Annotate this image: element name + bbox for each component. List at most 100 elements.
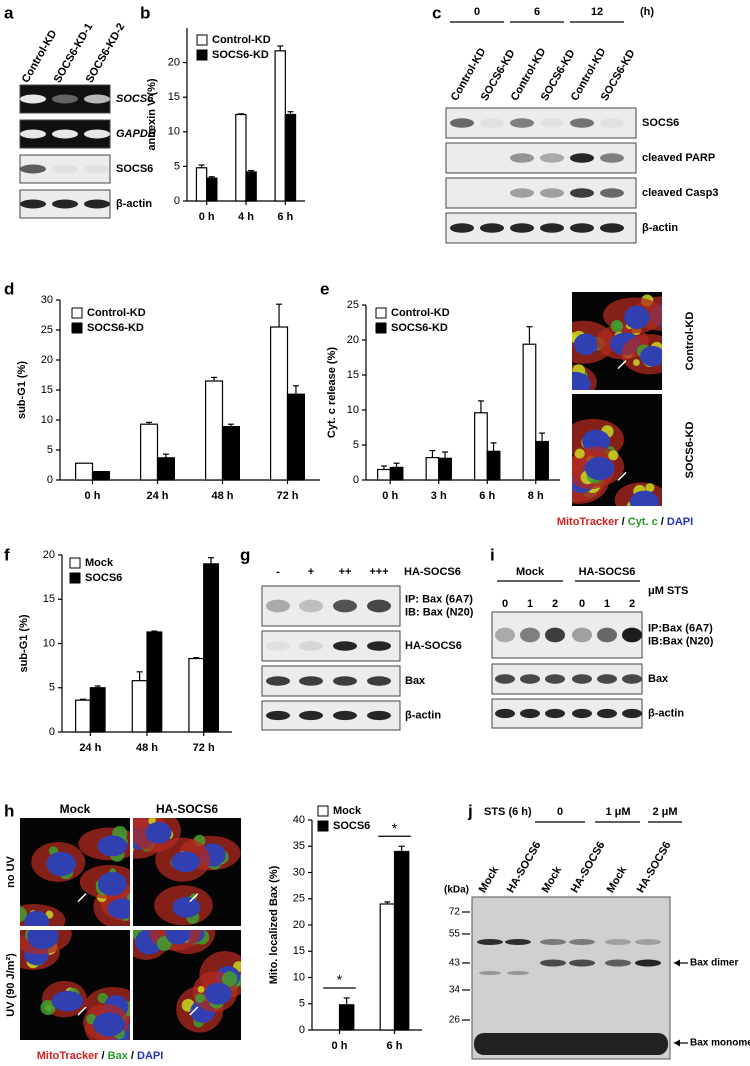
band xyxy=(597,627,617,643)
x-tick-label: 0 h xyxy=(332,1040,348,1052)
band xyxy=(266,710,290,721)
bar xyxy=(156,457,175,481)
band-label: IP:Bax (6A7) xyxy=(648,622,713,634)
dose-label: + xyxy=(308,566,314,578)
band xyxy=(597,674,617,684)
bar xyxy=(535,440,549,481)
band xyxy=(480,223,504,233)
stain-name: / xyxy=(658,516,667,528)
marker-label: 26 xyxy=(449,1015,461,1026)
bar xyxy=(474,412,488,481)
marker-label: 43 xyxy=(449,958,461,969)
band-label: SOCS6 xyxy=(116,163,153,175)
legend-label: Mock xyxy=(85,557,114,569)
bar xyxy=(205,380,224,481)
x-tick-label: 48 h xyxy=(136,742,158,754)
band xyxy=(520,674,540,684)
legend-label: Control-KD xyxy=(391,307,450,319)
bar xyxy=(206,177,218,202)
signal xyxy=(197,985,205,993)
band xyxy=(20,94,46,104)
band-label: β-actin xyxy=(116,198,152,210)
y-tick-label: 15 xyxy=(41,384,53,396)
stain-name: Cyt. c xyxy=(628,516,658,528)
legend-swatch xyxy=(196,34,208,46)
arrow-head xyxy=(674,959,680,967)
y-tick-label: 40 xyxy=(293,814,305,826)
nucleus xyxy=(92,1012,125,1037)
band xyxy=(569,939,595,945)
y-tick-label: 20 xyxy=(41,354,53,366)
stain-caption: MitoTracker / Bax / DAPI xyxy=(37,1050,164,1062)
band xyxy=(540,188,564,198)
band-label: Bax xyxy=(648,673,669,685)
signal xyxy=(608,450,619,461)
dose-label: 0 xyxy=(579,598,585,610)
bar xyxy=(146,631,163,733)
panel-letter: f xyxy=(4,545,10,564)
y-tick-label: 20 xyxy=(168,57,180,69)
dose-label: 2 xyxy=(629,598,635,610)
y-tick-label: 25 xyxy=(347,299,359,311)
panel-letter: g xyxy=(240,545,250,564)
x-tick-label: 6 h xyxy=(387,1040,403,1052)
signal xyxy=(574,448,585,459)
panel-letter: d xyxy=(4,279,14,298)
bar xyxy=(389,466,404,481)
bar xyxy=(74,699,91,733)
dose-label: 2 xyxy=(552,598,558,610)
legend-swatch xyxy=(69,572,81,584)
time-label: 6 xyxy=(534,6,540,18)
stain-name: / xyxy=(98,1050,107,1062)
x-tick-label: 3 h xyxy=(431,490,447,502)
dose-label: 0 xyxy=(557,806,563,818)
y-tick-label: 30 xyxy=(293,866,305,878)
legend-swatch xyxy=(69,557,81,569)
marker-label: 55 xyxy=(449,929,461,940)
band xyxy=(299,641,323,651)
arrow xyxy=(189,893,199,903)
band xyxy=(635,959,661,967)
legend-label: Control-KD xyxy=(87,307,146,319)
y-tick-label: 0 xyxy=(49,726,55,738)
panel-letter: a xyxy=(4,3,14,22)
bar xyxy=(131,680,148,733)
band xyxy=(52,164,78,174)
y-tick-label: 10 xyxy=(41,414,53,426)
band xyxy=(266,676,290,686)
nucleus xyxy=(97,835,128,857)
dose-label: 0 xyxy=(502,598,508,610)
arrow xyxy=(77,1006,87,1016)
legend-swatch xyxy=(375,322,387,334)
band-label: cleaved Casp3 xyxy=(642,187,718,199)
y-tick-label: 15 xyxy=(43,593,55,605)
band xyxy=(622,708,642,719)
band xyxy=(540,118,564,128)
y-tick-label: 5 xyxy=(353,439,359,451)
column-label: Mock xyxy=(60,802,91,816)
stain-name: DAPI xyxy=(667,516,693,528)
band-label: β-actin xyxy=(642,222,678,234)
band-label: HA-SOCS6 xyxy=(405,640,462,652)
y-tick-label: 0 xyxy=(174,195,180,207)
band xyxy=(505,939,531,945)
band xyxy=(545,674,565,684)
y-tick-label: 0 xyxy=(353,474,359,486)
band xyxy=(600,118,624,128)
y-tick-label: 10 xyxy=(43,637,55,649)
band xyxy=(450,223,474,233)
micrograph xyxy=(572,394,662,506)
nucleus xyxy=(172,896,201,918)
band xyxy=(20,164,46,174)
x-tick-label: 0 h xyxy=(85,490,101,502)
bar xyxy=(425,457,440,481)
nucleus xyxy=(584,456,615,481)
panel-letter: e xyxy=(320,279,329,298)
band xyxy=(570,118,594,128)
micrograph xyxy=(133,818,241,926)
nucleus xyxy=(97,872,127,896)
bar xyxy=(203,563,220,733)
arrow xyxy=(617,471,627,481)
bar xyxy=(338,1004,355,1031)
